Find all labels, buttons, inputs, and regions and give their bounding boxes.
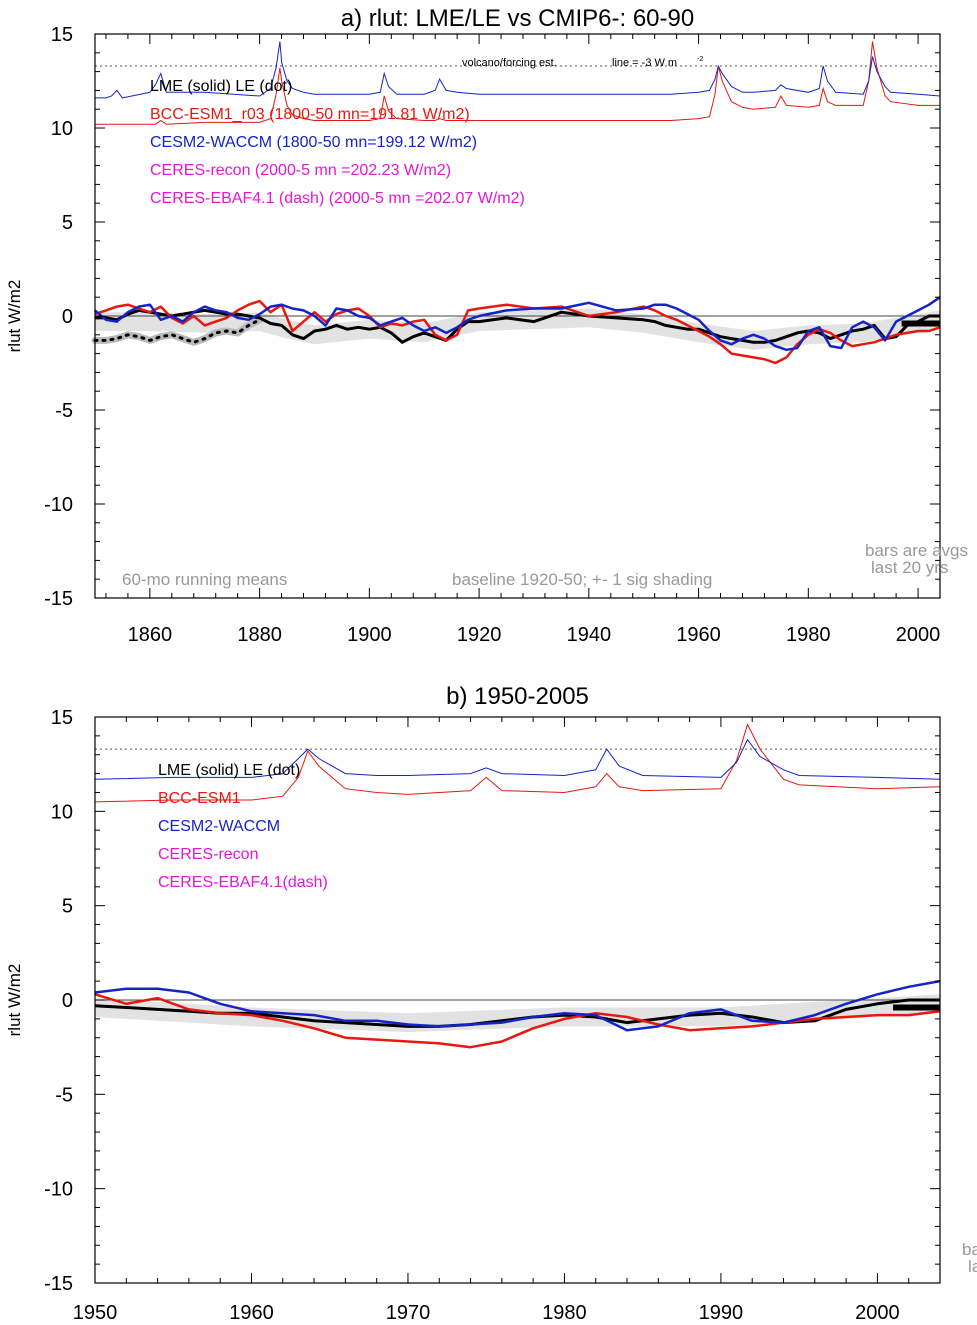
legend-entry: CERES-recon (158, 846, 258, 863)
y-tick-label: -5 (55, 1084, 73, 1106)
bars-note-1: bars are avgs (865, 541, 968, 560)
y-tick-label: 5 (62, 212, 73, 234)
chart-title: b) 1950-2005 (446, 683, 589, 710)
running-mean-note: 60-mo running means (122, 570, 287, 589)
legend-entry: LME (solid) LE (dot) (150, 78, 292, 95)
legend-entry: CESM2-WACCM (1800-50 mn=199.12 W/m2) (150, 134, 477, 151)
chart-title: a) rlut: LME/LE vs CMIP6-: 60-90 (341, 5, 694, 32)
legend-entry: LME (solid) LE (dot) (158, 762, 300, 779)
x-tick-label: 1990 (699, 1302, 744, 1324)
x-tick-label: 2000 (896, 624, 941, 646)
x-tick-label: 2000 (855, 1302, 900, 1324)
bars-note-1: bars are avgs (962, 1240, 977, 1259)
x-tick-label: 1920 (457, 624, 502, 646)
x-tick-label: 1940 (567, 624, 612, 646)
y-tick-label: 0 (62, 990, 73, 1012)
panel-a: a) rlut: LME/LE vs CMIP6-: 60-90 rlut W/m… (5, 5, 968, 646)
x-tick-label: 1980 (786, 624, 831, 646)
forcing-line-cesm2-waccm (94, 738, 941, 780)
y-tick-label: -15 (44, 1273, 73, 1295)
legend-entry: CERES-EBAF4.1 (dash) (2000-5 mn =202.07 … (150, 190, 525, 207)
y-tick-label: 15 (51, 707, 73, 729)
y-tick-label: 10 (51, 801, 73, 823)
y-tick-label: -5 (55, 400, 73, 422)
ref-line-note: line = -3 W m (612, 57, 677, 69)
x-tick-label: 1960 (229, 1302, 274, 1324)
y-tick-label: 15 (51, 24, 73, 46)
sigma-shading (95, 994, 940, 1033)
y-tick-label: -10 (44, 494, 73, 516)
x-tick-label: 1880 (237, 624, 282, 646)
bars-note-2: last 20 yrs (871, 558, 948, 577)
bars-note-2: last 20 yrs (968, 1257, 977, 1276)
x-tick-label: 1860 (128, 624, 173, 646)
x-tick-label: 1980 (542, 1302, 587, 1324)
le-line (93, 318, 262, 344)
anomaly-line-bcc-esm1 (94, 299, 941, 365)
y-tick-label: 10 (51, 118, 73, 140)
y-tick-label: -10 (44, 1179, 73, 1201)
x-tick-label: 1900 (347, 624, 392, 646)
anomaly-line-cesm2-waccm (94, 296, 941, 352)
x-tick-label: 1960 (676, 624, 721, 646)
y-tick-label: 0 (62, 306, 73, 328)
legend-entry: CERES-EBAF4.1(dash) (158, 874, 328, 891)
y-axis-label: rlut W/m2 (5, 964, 24, 1037)
y-axis-label: rlut W/m2 (5, 280, 24, 353)
ref-line-unit-sup: -2 (697, 56, 703, 63)
forcing-line-bcc-esm1 (95, 41, 940, 125)
legend-entry: BCC-ESM1 (158, 790, 241, 807)
y-tick-label: 5 (62, 896, 73, 918)
forcing-line-bcc-esm1 (94, 723, 941, 803)
anomaly-line-bcc-esm1 (94, 993, 941, 1049)
legend-entry: CERES-recon (2000-5 mn =202.23 W/m2) (150, 162, 451, 179)
volcano-note: volcano/forcing est. (462, 57, 557, 69)
anomaly-line-cesm2-waccm (94, 979, 941, 1032)
baseline-note: baseline 1920-50; +- 1 sig shading (452, 570, 712, 589)
legend-entry: CESM2-WACCM (158, 818, 280, 835)
x-tick-label: 1970 (386, 1302, 431, 1324)
legend-entry: BCC-ESM1_r03 (1800-50 mn=191.81 W/m2) (150, 106, 470, 123)
forcing-line-cesm2-waccm (95, 41, 941, 99)
y-tick-label: -15 (44, 588, 73, 610)
x-tick-label: 1950 (73, 1302, 118, 1324)
